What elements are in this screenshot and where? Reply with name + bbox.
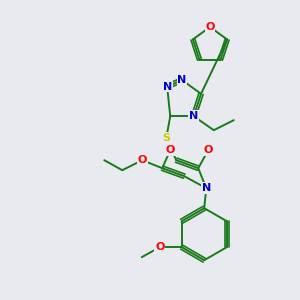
Text: O: O xyxy=(205,22,215,32)
Text: S: S xyxy=(162,133,170,143)
Text: O: O xyxy=(166,145,175,155)
Text: N: N xyxy=(202,183,211,193)
Text: O: O xyxy=(204,145,213,155)
Text: O: O xyxy=(155,242,164,252)
Text: N: N xyxy=(189,111,198,121)
Text: N: N xyxy=(163,82,172,92)
Text: O: O xyxy=(138,155,147,165)
Text: N: N xyxy=(177,75,187,85)
